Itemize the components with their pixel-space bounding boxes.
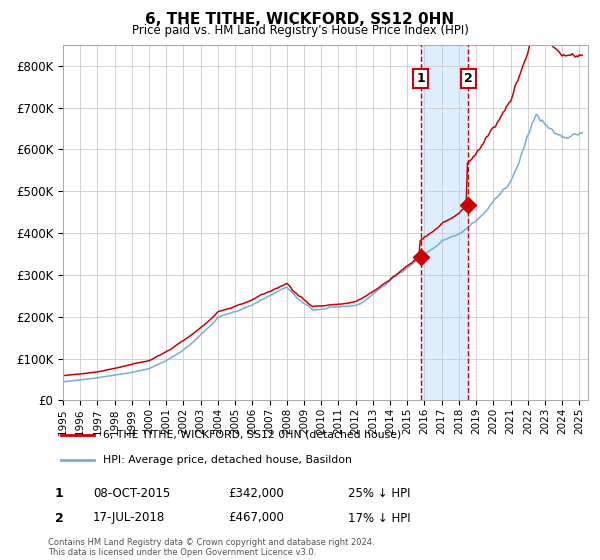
Text: 1: 1 [416, 72, 425, 85]
Text: 6, THE TITHE, WICKFORD, SS12 0HN (detached house): 6, THE TITHE, WICKFORD, SS12 0HN (detach… [103, 430, 401, 440]
Text: 2: 2 [55, 511, 64, 525]
Text: 25% ↓ HPI: 25% ↓ HPI [348, 487, 410, 501]
Bar [421, 45, 468, 400]
Text: 08-OCT-2015: 08-OCT-2015 [93, 487, 170, 501]
Text: 17% ↓ HPI: 17% ↓ HPI [348, 511, 410, 525]
Text: HPI: Average price, detached house, Basildon: HPI: Average price, detached house, Basi… [103, 455, 352, 465]
Text: 17-JUL-2018: 17-JUL-2018 [93, 511, 165, 525]
Text: £467,000: £467,000 [228, 511, 284, 525]
Text: 2: 2 [464, 72, 473, 85]
Text: Price paid vs. HM Land Registry's House Price Index (HPI): Price paid vs. HM Land Registry's House … [131, 24, 469, 36]
Text: 6, THE TITHE, WICKFORD, SS12 0HN: 6, THE TITHE, WICKFORD, SS12 0HN [145, 12, 455, 27]
Text: £342,000: £342,000 [228, 487, 284, 501]
Text: Contains HM Land Registry data © Crown copyright and database right 2024.
This d: Contains HM Land Registry data © Crown c… [48, 538, 374, 557]
Text: 1: 1 [55, 487, 64, 501]
